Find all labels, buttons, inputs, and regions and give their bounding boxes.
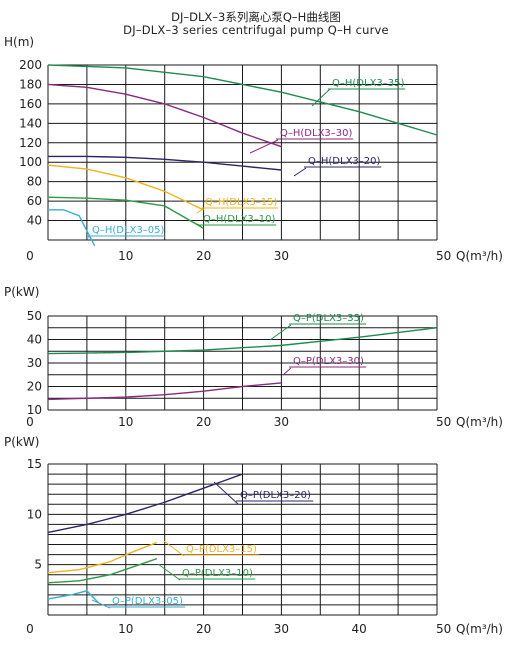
series-label-dlx3_35: Q–P(DLX3–35)	[293, 313, 364, 324]
x-tick-label: 50	[436, 249, 451, 263]
y-tick-label: 160	[19, 97, 42, 111]
series-label-dlx3_05: Q–H(DLX3–05)	[92, 225, 165, 236]
y-tick-label: 120	[19, 136, 42, 150]
series-line-dlx3_05	[47, 590, 100, 604]
series-line-dlx3_15	[47, 541, 158, 574]
x-axis-label: Q(m³/h)	[456, 249, 503, 263]
series-leader-dlx3_15	[163, 540, 185, 557]
x-axis-label: Q(m³/h)	[456, 415, 503, 429]
x-tick-label: 20	[196, 415, 211, 429]
y-axis-label: H(m)	[4, 35, 34, 49]
x-tick-label: 50	[436, 622, 451, 636]
series-leader-dlx3_20	[213, 481, 239, 505]
series-leader-dlx3_30	[283, 367, 292, 375]
chart-title-cn: DJ–DLX–3系列离心泵Q–H曲线图	[171, 10, 341, 24]
series-leader-dlx3_20	[293, 167, 307, 177]
chart-title-en: DJ–DLX–3 series centrifugal pump Q–H cur…	[123, 23, 389, 37]
x-tick-label: 20	[196, 622, 211, 636]
series-label-dlx3_15: Q–H(DLX3–15)	[205, 197, 278, 208]
series-leader-dlx3_35	[311, 88, 331, 107]
series-line-dlx3_20	[47, 155, 282, 171]
y-tick-label: 50	[27, 309, 42, 323]
x-tick-label: 10	[118, 249, 133, 263]
y-tick-label: 100	[19, 155, 42, 169]
chart-panel-1: H(m) 40 60 80 100 120 140 160 180 200 0 10 20 30 50 Q(m…	[4, 35, 503, 263]
x-tick-label: 40	[352, 622, 367, 636]
series-leader-dlx3_35	[269, 324, 292, 341]
y-tick-label: 140	[19, 116, 42, 130]
x-tick-label: 30	[274, 249, 289, 263]
y-tick-label: 80	[27, 175, 42, 189]
series-line-dlx3_05	[48, 209, 96, 247]
series-line-dlx3_30	[47, 83, 282, 148]
x-tick-label: 0	[26, 415, 34, 429]
y-tick-label: 10	[27, 507, 42, 521]
y-tick-label: 180	[19, 77, 42, 91]
x-tick-label: 10	[118, 622, 133, 636]
y-tick-label: 200	[19, 58, 42, 72]
series-leader-dlx3_10	[157, 563, 181, 581]
series-line-dlx3_35	[47, 64, 438, 136]
x-tick-label: 30	[274, 622, 289, 636]
series-leader-dlx3_15	[196, 208, 204, 214]
x-tick-label: 20	[196, 249, 211, 263]
series-label-dlx3_05: Q–P(DLX3–05)	[112, 596, 183, 607]
x-tick-label: 50	[436, 415, 451, 429]
y-axis-label: P(kW)	[4, 435, 39, 449]
y-tick-label: 40	[27, 214, 42, 228]
y-tick-label: 40	[27, 333, 42, 347]
series-leader-dlx3_05	[91, 599, 111, 609]
series-label-dlx3_35: Q–H(DLX3–35)	[332, 78, 405, 89]
x-tick-label: 10	[118, 415, 133, 429]
series-line-dlx3_30	[47, 382, 282, 401]
series-label-dlx3_20: Q–H(DLX3–20)	[308, 156, 381, 167]
series-line-dlx3_10	[47, 557, 158, 584]
series-label-dlx3_15: Q–P(DLX3–15)	[186, 544, 257, 555]
y-tick-label: 60	[27, 194, 42, 208]
y-tick-label: 10	[27, 403, 42, 417]
y-tick-label: 5	[34, 558, 42, 572]
y-tick-label: 20	[27, 380, 42, 394]
x-tick-label: 30	[274, 415, 289, 429]
y-tick-label: 30	[27, 356, 42, 370]
series-label-dlx3_10: Q–P(DLX3–10)	[182, 568, 253, 579]
series-label-dlx3_10: Q–H(DLX3–10)	[203, 214, 276, 225]
series-label-dlx3_20: Q–P(DLX3–20)	[240, 490, 311, 501]
y-axis-label: P(kW)	[4, 285, 39, 299]
series-line-dlx3_10	[47, 196, 204, 229]
series-line-dlx3_35	[47, 327, 438, 355]
x-tick-label: 0	[26, 622, 34, 636]
series-label-dlx3_30: Q–P(DLX3–30)	[293, 356, 364, 367]
series-line-dlx3_20	[47, 473, 243, 534]
chart-panel-3: P(kW) 5 10 15 0 10 20 30 40 50 Q(m³/h) Q–P(DLX3–20)…	[4, 435, 503, 636]
series-label-dlx3_30: Q–H(DLX3–30)	[280, 128, 353, 139]
x-tick-label: 0	[26, 249, 34, 263]
x-axis-label: Q(m³/h)	[456, 622, 503, 636]
series-leader-dlx3_30	[249, 139, 279, 154]
y-tick-label: 15	[27, 457, 42, 471]
series-line-dlx3_15	[47, 164, 204, 211]
